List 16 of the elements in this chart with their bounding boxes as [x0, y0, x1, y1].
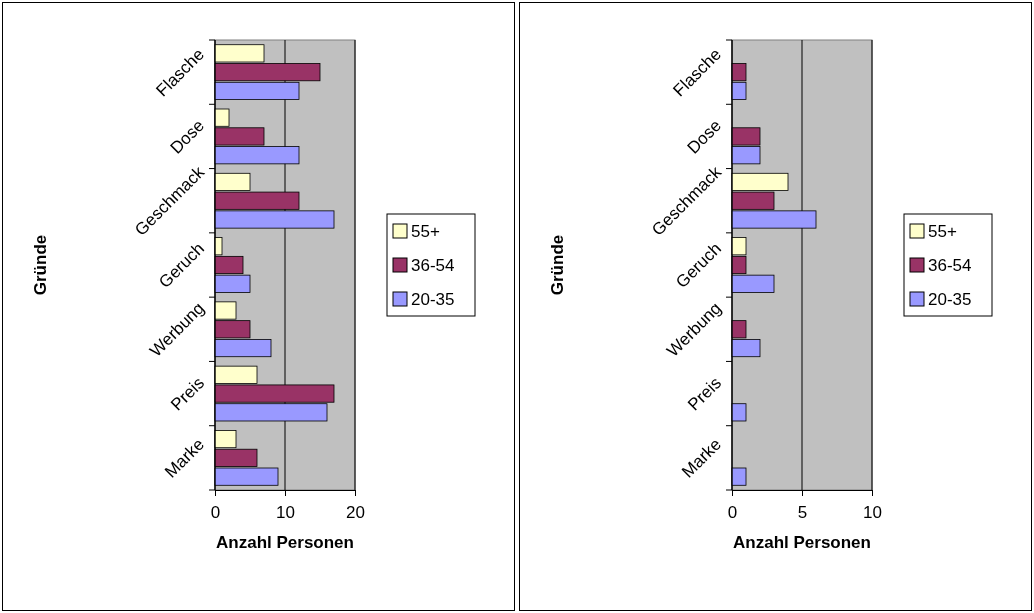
y-axis-title: Gründe	[31, 234, 50, 296]
x-tick-label: 0	[210, 502, 221, 522]
legend-label: 55+	[411, 222, 440, 241]
x-tick-label: 5	[797, 502, 808, 522]
x-tick-label: 10	[863, 502, 882, 522]
x-tick-label: 0	[727, 502, 738, 522]
legend-label: 36-54	[411, 256, 455, 275]
x-tick-label: 10	[276, 502, 295, 522]
legend-label: 36-54	[928, 256, 972, 275]
x-axis-title: Anzahl Personen	[216, 533, 354, 552]
x-tick-label: 20	[346, 502, 365, 522]
legend-label: 20-35	[928, 290, 972, 309]
y-axis-title: Gründe	[548, 234, 567, 296]
legend-label: 20-35	[411, 290, 455, 309]
legend-label: 55+	[928, 222, 957, 241]
x-axis-title: Anzahl Personen	[733, 533, 871, 552]
